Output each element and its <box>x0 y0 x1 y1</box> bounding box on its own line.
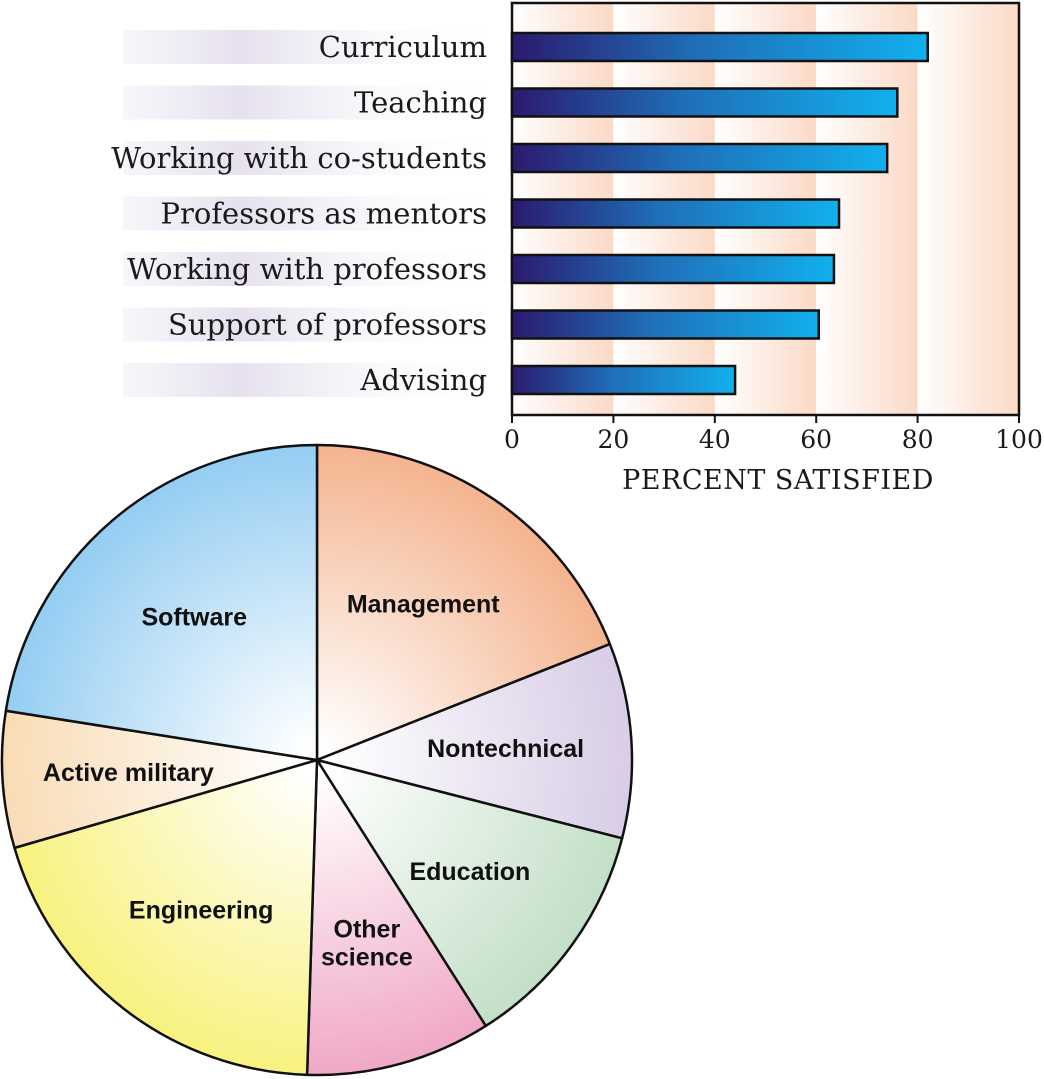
slice-label: Software <box>141 603 247 631</box>
x-tick-label: 0 <box>504 425 520 454</box>
x-tick-label: 20 <box>597 425 629 454</box>
bar <box>510 309 820 340</box>
bar <box>510 31 929 63</box>
x-tick-label: 100 <box>995 425 1043 454</box>
category-label: Curriculum <box>319 30 487 64</box>
row-band <box>123 141 512 175</box>
bar <box>510 253 836 285</box>
pie-slice <box>13 758 319 1077</box>
category-label: Professors as mentors <box>160 197 487 231</box>
slice-label: Engineering <box>129 896 273 924</box>
bar <box>510 142 889 174</box>
row-band <box>123 363 512 397</box>
bar <box>510 87 899 118</box>
bar <box>510 198 841 229</box>
occupation-pie-chart: Management Nontechnical Education Otherscie… <box>0 443 634 1077</box>
row-band <box>123 30 512 64</box>
x-tick-label: 40 <box>699 425 731 454</box>
category-label: Teaching <box>354 86 487 120</box>
slice-label: science <box>321 943 413 971</box>
bar <box>510 364 737 396</box>
category-label: Working with co-students <box>111 141 487 175</box>
x-tick-label: 60 <box>800 425 832 454</box>
category-label: Support of professors <box>168 308 487 342</box>
pie-slice <box>315 758 624 1028</box>
x-tick-label: 80 <box>902 425 934 454</box>
row-band <box>123 307 512 342</box>
satisfaction-bar-chart: Curriculum Teaching Working with co-studen… <box>111 1 1043 496</box>
pie-slice <box>315 443 612 762</box>
category-label: Advising <box>359 363 487 397</box>
slice-label: Education <box>409 858 530 886</box>
x-axis-title: PERCENT SATISFIED <box>622 465 934 496</box>
row-band <box>123 85 512 120</box>
pie-slice <box>305 758 488 1077</box>
slice-label: Management <box>347 591 500 619</box>
row-band <box>123 252 512 286</box>
grid-band <box>917 3 1019 415</box>
row-band <box>123 196 512 231</box>
pie-slice <box>4 443 319 762</box>
pie-slice <box>315 642 634 840</box>
pie-slice <box>0 709 319 850</box>
slice-label: Other <box>334 915 401 943</box>
slice-label: Active military <box>43 759 214 787</box>
category-label: Working with professors <box>127 252 487 286</box>
slice-label: Nontechnical <box>427 735 584 763</box>
